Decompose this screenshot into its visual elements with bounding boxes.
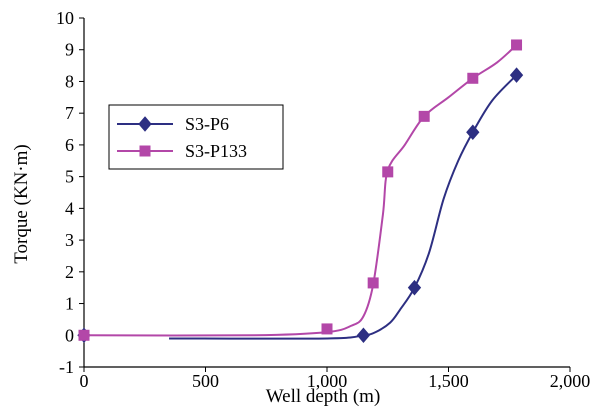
y-tick-label: 9	[65, 40, 74, 60]
y-tick-label: 7	[65, 103, 74, 123]
legend-label: S3-P133	[185, 141, 247, 161]
x-tick-label: 1,000	[307, 371, 348, 391]
legend: S3-P6 S3-P133	[108, 104, 284, 170]
data-point-s3-p6	[356, 327, 371, 344]
legend-marker-s3-p133	[139, 145, 151, 157]
data-point-s3-p133	[467, 72, 479, 84]
y-tick-label: -1	[59, 357, 74, 377]
data-point-s3-p6	[509, 67, 524, 83]
x-tick-label: 2,000	[550, 371, 591, 391]
data-point-s3-p133	[321, 323, 333, 335]
y-tick-label: 4	[65, 198, 74, 218]
y-tick-label: 0	[65, 325, 74, 345]
x-tick-label: 1,500	[428, 371, 469, 391]
plot-area: -1 0 1 2 3 4 5 6 7 8 9 10 0 500 1,000 1,500 2,000	[56, 8, 590, 391]
y-tick-label: 6	[65, 135, 74, 155]
y-tick-label: 3	[65, 230, 74, 250]
data-point-s3-p133	[418, 110, 430, 122]
series-line-s3-p133	[83, 44, 518, 337]
y-axis-title: Torque (KN·m)	[11, 144, 32, 264]
legend-marker-s3-p6	[138, 116, 152, 132]
data-point-s3-p6	[407, 279, 422, 296]
x-axis-title: Well depth (m)	[266, 386, 381, 407]
y-tick-label: 5	[65, 167, 74, 187]
data-point-s3-p6	[466, 124, 480, 140]
data-point-s3-p133	[78, 329, 90, 341]
y-tick-label: 2	[65, 262, 74, 282]
data-point-s3-p133	[367, 277, 379, 289]
x-tick-label: 500	[192, 371, 219, 391]
data-point-s3-p133	[382, 166, 394, 178]
y-tick-label: 10	[56, 8, 74, 28]
legend-label: S3-P6	[185, 114, 229, 134]
legend-box	[108, 104, 284, 170]
y-tick-label: 8	[65, 71, 74, 91]
y-tick-label: 1	[65, 294, 74, 314]
data-point-s3-p133	[511, 39, 523, 51]
x-tick-label: 0	[80, 371, 89, 391]
